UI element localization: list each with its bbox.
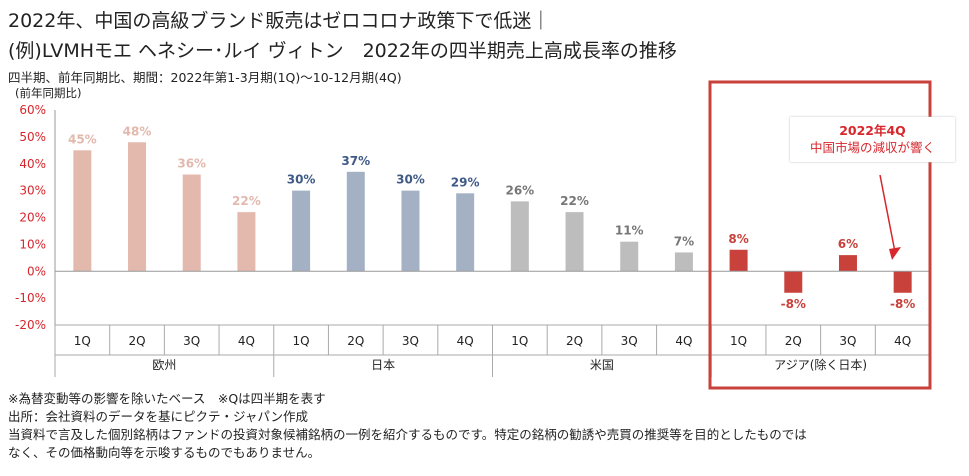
x-tick-label: 3Q — [402, 334, 419, 348]
callout-line2: 中国市場の減収が響く — [809, 140, 935, 155]
bar — [838, 255, 857, 272]
x-tick-label: 4Q — [894, 334, 911, 348]
x-tick-label: 2Q — [128, 334, 145, 348]
data-label: 26% — [505, 183, 534, 197]
data-label: 6% — [838, 237, 858, 251]
callout-box: 2022年4Q 中国市場の減収が響く — [790, 117, 955, 162]
data-label: -8% — [781, 297, 806, 311]
data-label: 11% — [615, 224, 644, 238]
data-label: -8% — [890, 297, 915, 311]
x-tick-label: 4Q — [675, 334, 692, 348]
y-tick-label: 40% — [19, 157, 46, 171]
x-tick-label: 4Q — [457, 334, 474, 348]
x-tick-label: 1Q — [74, 334, 91, 348]
bar — [510, 201, 529, 272]
callout-arrow-head — [889, 247, 901, 260]
footnote-2: 出所：会社資料のデータを基にピクテ・ジャパン作成 — [8, 409, 309, 424]
y-tick-label: 0% — [27, 264, 46, 278]
y-tick-label: 50% — [19, 130, 46, 144]
x-tick-label: 2Q — [347, 334, 364, 348]
chart-subtitle: 四半期、前年同期比、期間：2022年第1-3月期(1Q)～10-12月期(4Q) — [8, 70, 402, 85]
chart-title-line2: (例)LVMHモエ ヘネシー･ルイ ヴィトン 2022年の四半期売上高成長率の推… — [8, 40, 677, 62]
bar — [182, 174, 201, 272]
x-tick-label: 2Q — [566, 334, 583, 348]
bar — [674, 252, 693, 272]
x-tick-label: 1Q — [730, 334, 747, 348]
bar — [401, 190, 420, 272]
data-label: 36% — [177, 157, 206, 171]
chart-title-line1: 2022年、中国の高級ブランド販売はゼロコロナ政策下で低迷｜ — [8, 10, 551, 32]
bar — [346, 171, 365, 272]
footnote-3: 当資料で言及した個別銘柄はファンドの投資対象候補銘柄の一例を紹介するものです。特… — [8, 427, 807, 442]
callout-arrow-line — [879, 174, 896, 253]
footnote-1: ※為替変動等の影響を除いたベース ※Qは四半期を表す — [8, 391, 326, 406]
data-label: 45% — [68, 132, 97, 146]
y-tick-label: 60% — [19, 103, 46, 117]
x-tick-label: 1Q — [511, 334, 528, 348]
data-label: 30% — [287, 173, 316, 187]
group-label: 米国 — [590, 358, 614, 372]
y-tick-label: 10% — [19, 237, 46, 251]
bar — [237, 212, 256, 272]
data-label: 48% — [123, 124, 152, 138]
x-tick-label: 4Q — [238, 334, 255, 348]
bar — [456, 193, 475, 272]
data-label: 7% — [674, 234, 694, 248]
y-tick-label: 30% — [19, 184, 46, 198]
group-label: 日本 — [371, 358, 395, 372]
y-axis-label: (前年同期比) — [15, 86, 81, 100]
bar — [893, 271, 912, 293]
y-tick-label: -10% — [15, 291, 46, 305]
y-tick-label: -20% — [15, 318, 46, 332]
x-tick-label: 3Q — [183, 334, 200, 348]
bar — [292, 190, 311, 272]
data-label: 30% — [396, 173, 425, 187]
x-tick-label: 3Q — [839, 334, 856, 348]
data-label: 22% — [232, 194, 261, 208]
callout-line1: 2022年4Q — [839, 123, 906, 138]
data-label: 29% — [451, 175, 480, 189]
bar — [73, 150, 92, 272]
data-label: 37% — [341, 154, 370, 168]
bar — [729, 249, 748, 272]
y-tick-label: 20% — [19, 211, 46, 225]
group-label: アジア(除く日本) — [774, 357, 867, 372]
data-label: 8% — [728, 232, 748, 246]
x-tick-label: 2Q — [785, 334, 802, 348]
data-label: 22% — [560, 194, 589, 208]
highlight-frame — [708, 80, 932, 390]
footnote-4: なく、その価格動向等を示唆するものでもありません。 — [8, 445, 321, 460]
footnotes: ※為替変動等の影響を除いたベース ※Qは四半期を表す 出所：会社資料のデータを基… — [8, 390, 807, 462]
bar — [128, 142, 147, 272]
bar — [784, 271, 803, 293]
group-label: 欧州 — [152, 358, 176, 372]
bar — [620, 241, 639, 272]
x-tick-label: 1Q — [293, 334, 310, 348]
x-tick-label: 3Q — [621, 334, 638, 348]
bar — [565, 212, 584, 272]
